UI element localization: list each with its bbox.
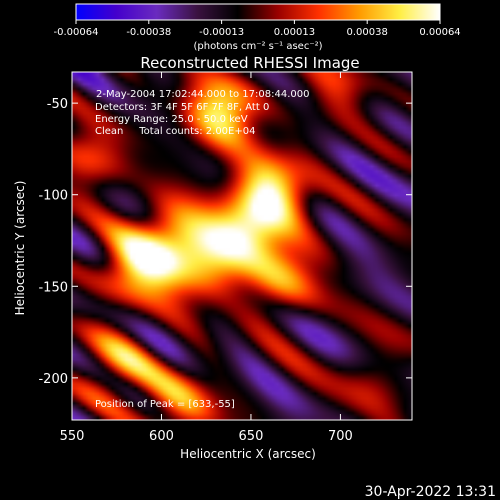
colorbar-tick-label: -0.00013 bbox=[199, 27, 244, 38]
y-tick-label: -100 bbox=[38, 189, 68, 204]
colorbar-tick-label: -0.00038 bbox=[126, 27, 171, 38]
y-tick-label: -200 bbox=[38, 372, 68, 387]
colorbar-unit-label: (photons cm⁻² s⁻¹ asec⁻²) bbox=[193, 41, 322, 52]
colorbar: -0.00064 -0.00038 -0.00013 0.00013 0.00038 0.… bbox=[54, 3, 461, 52]
annotation-energy-range: Energy Range: 25.0 - 50.0 keV bbox=[95, 114, 248, 125]
y-axis-label: Heliocentric Y (arcsec) bbox=[13, 181, 27, 316]
colorbar-ticks: -0.00064 -0.00038 -0.00013 0.00013 0.00038 0.… bbox=[54, 20, 461, 38]
axis-ticks: 550 600 650 700 -50 -100 -150 -200 bbox=[38, 72, 412, 444]
annotation-detectors: Detectors: 3F 4F 5F 6F 7F 8F, Att 0 bbox=[95, 102, 269, 113]
y-tick-label: -50 bbox=[47, 97, 68, 112]
colorbar-tick-label: 0.00064 bbox=[419, 27, 460, 38]
chart-title: Reconstructed RHESSI Image bbox=[140, 54, 359, 72]
colorbar-tick-label: 0.00038 bbox=[347, 27, 388, 38]
heatmap-image bbox=[72, 72, 412, 420]
annotation-total-counts: Clean Total counts: 2.00E+04 bbox=[95, 126, 255, 137]
peak-position-label: Position of Peak = [633,-55] bbox=[95, 399, 235, 410]
x-axis-label: Heliocentric X (arcsec) bbox=[180, 447, 316, 461]
footer-timestamp: 30-Apr-2022 13:31 bbox=[365, 484, 496, 500]
x-tick-label: 550 bbox=[60, 429, 85, 444]
plot-frame bbox=[71, 71, 413, 421]
plot-area: 550 600 650 700 -50 -100 -150 -200 bbox=[38, 71, 413, 444]
colorbar-tick-label: -0.00064 bbox=[54, 27, 99, 38]
x-tick-label: 600 bbox=[149, 429, 174, 444]
colorbar-fill bbox=[75, 3, 441, 21]
observation-annotations: 2-May-2004 17:02:44.000 to 17:08:44.000 … bbox=[95, 89, 309, 410]
colorbar-tick-label: 0.00013 bbox=[274, 27, 315, 38]
y-tick-label: -150 bbox=[38, 280, 68, 295]
annotation-time-range: 2-May-2004 17:02:44.000 to 17:08:44.000 bbox=[96, 89, 309, 100]
x-tick-label: 650 bbox=[239, 429, 264, 444]
x-tick-label: 700 bbox=[328, 429, 353, 444]
